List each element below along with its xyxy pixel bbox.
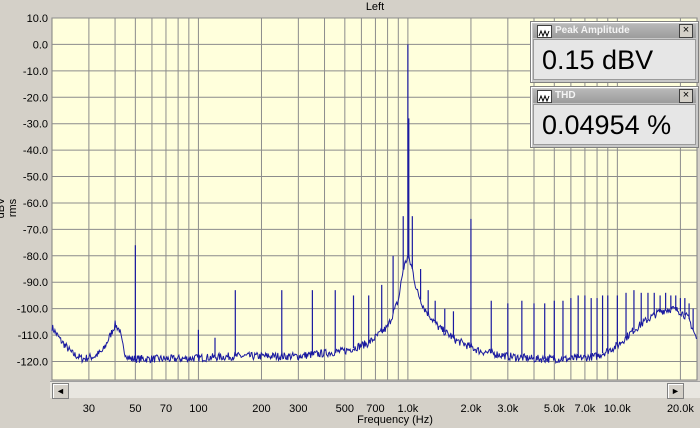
x-tick-label: 10.0k [604,403,631,415]
meter-title: Peak Amplitude [555,25,630,36]
peak-amplitude-meter[interactable]: Peak Amplitude × 0.15 dBV rms [530,21,699,115]
y-tick-label: -100.0 [17,304,48,316]
thd-value: 0.04954 % [533,104,696,145]
x-tick-label: 5.0k [544,403,565,415]
meter-title: THD [555,90,576,101]
x-tick-label: 300 [289,403,307,415]
x-axis-label: Frequency (Hz) [357,414,433,426]
x-tick-label: 30 [83,403,95,415]
grid-lines [52,17,697,380]
y-tick-labels: 10.0 0.0 -10.0 -20.0 -30.0 -40.0 -50.0 -60.0 -70… [17,13,48,369]
y-tick-label: -80.0 [23,251,48,263]
y-tick-label: -120.0 [17,357,48,369]
y-tick-label: -90.0 [23,277,48,289]
peak-amplitude-value: 0.15 dBV rms [533,39,696,115]
chart-title: Left [365,1,385,13]
x-tick-label: 200 [252,403,270,415]
y-tick-label: -40.0 [23,145,48,157]
y-tick-label: -30.0 [23,119,48,131]
spectrum-series-line [51,254,698,364]
x-tick-label: 3.0k [497,403,518,415]
x-tick-label: 7.0k [575,403,596,415]
scroll-right-button[interactable]: ► [667,383,684,399]
x-tick-label: 500 [336,403,354,415]
x-tick-label: 700 [366,403,384,415]
meter-header[interactable]: THD × [533,89,696,103]
y-tick-label: 0.0 [33,39,48,51]
harmonic-peaks [134,44,694,359]
close-icon[interactable]: × [679,24,693,38]
thd-meter[interactable]: THD × 0.04954 % [530,86,699,148]
x-tick-label: 1.0k [397,403,418,415]
waveform-icon [537,25,552,38]
meter-header[interactable]: Peak Amplitude × [533,24,696,38]
y-tick-label: -60.0 [23,198,48,210]
scroll-left-button[interactable]: ◄ [52,383,69,399]
x-tick-label: 70 [160,403,172,415]
x-tick-labels: 30 50 70 100 200 300 500 700 1.0k 2.0k 3.0k 5.0k 7.0… [83,403,695,415]
y-tick-label: 10.0 [27,13,48,25]
close-icon[interactable]: × [679,89,693,103]
y-tick-label: -50.0 [23,172,48,184]
y-tick-label: -20.0 [23,92,48,104]
x-tick-label: 20.0k [667,403,694,415]
x-tick-label: 100 [189,403,207,415]
horizontal-scrollbar[interactable]: ◄ ► [50,381,700,399]
y-tick-label: -10.0 [23,66,48,78]
waveform-icon [537,90,552,103]
x-tick-label: 2.0k [461,403,482,415]
x-tick-label: 50 [129,403,141,415]
y-tick-label: -70.0 [23,224,48,236]
y-tick-label: -110.0 [18,330,48,342]
